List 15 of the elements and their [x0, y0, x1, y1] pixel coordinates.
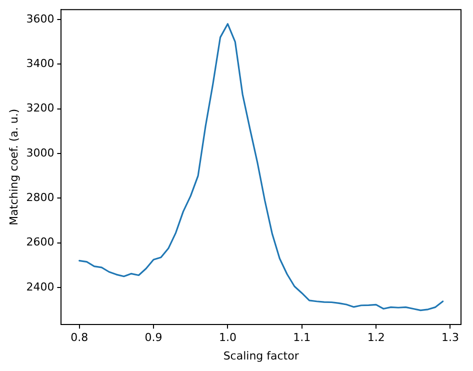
y-tick-label: 2400 [26, 280, 54, 294]
x-tick-label: 1.2 [367, 331, 385, 344]
y-tick-label: 3600 [26, 12, 54, 26]
y-tick-label: 3400 [26, 56, 54, 70]
x-tick-label: 1.0 [218, 331, 236, 344]
y-tick-label: 3000 [26, 146, 54, 160]
x-tick-label: 1.1 [293, 331, 311, 344]
x-tick-label: 0.8 [70, 331, 88, 344]
y-tick-label: 3200 [26, 102, 54, 115]
x-tick-label: 0.9 [144, 331, 162, 344]
y-tick-label: 2600 [26, 236, 54, 249]
x-tick-label: 1.3 [441, 331, 459, 344]
x-axis-title: Scaling factor [223, 349, 300, 362]
y-axis-title: Matching coef. (a. u.) [7, 108, 20, 226]
y-tick-label: 2800 [26, 191, 54, 204]
